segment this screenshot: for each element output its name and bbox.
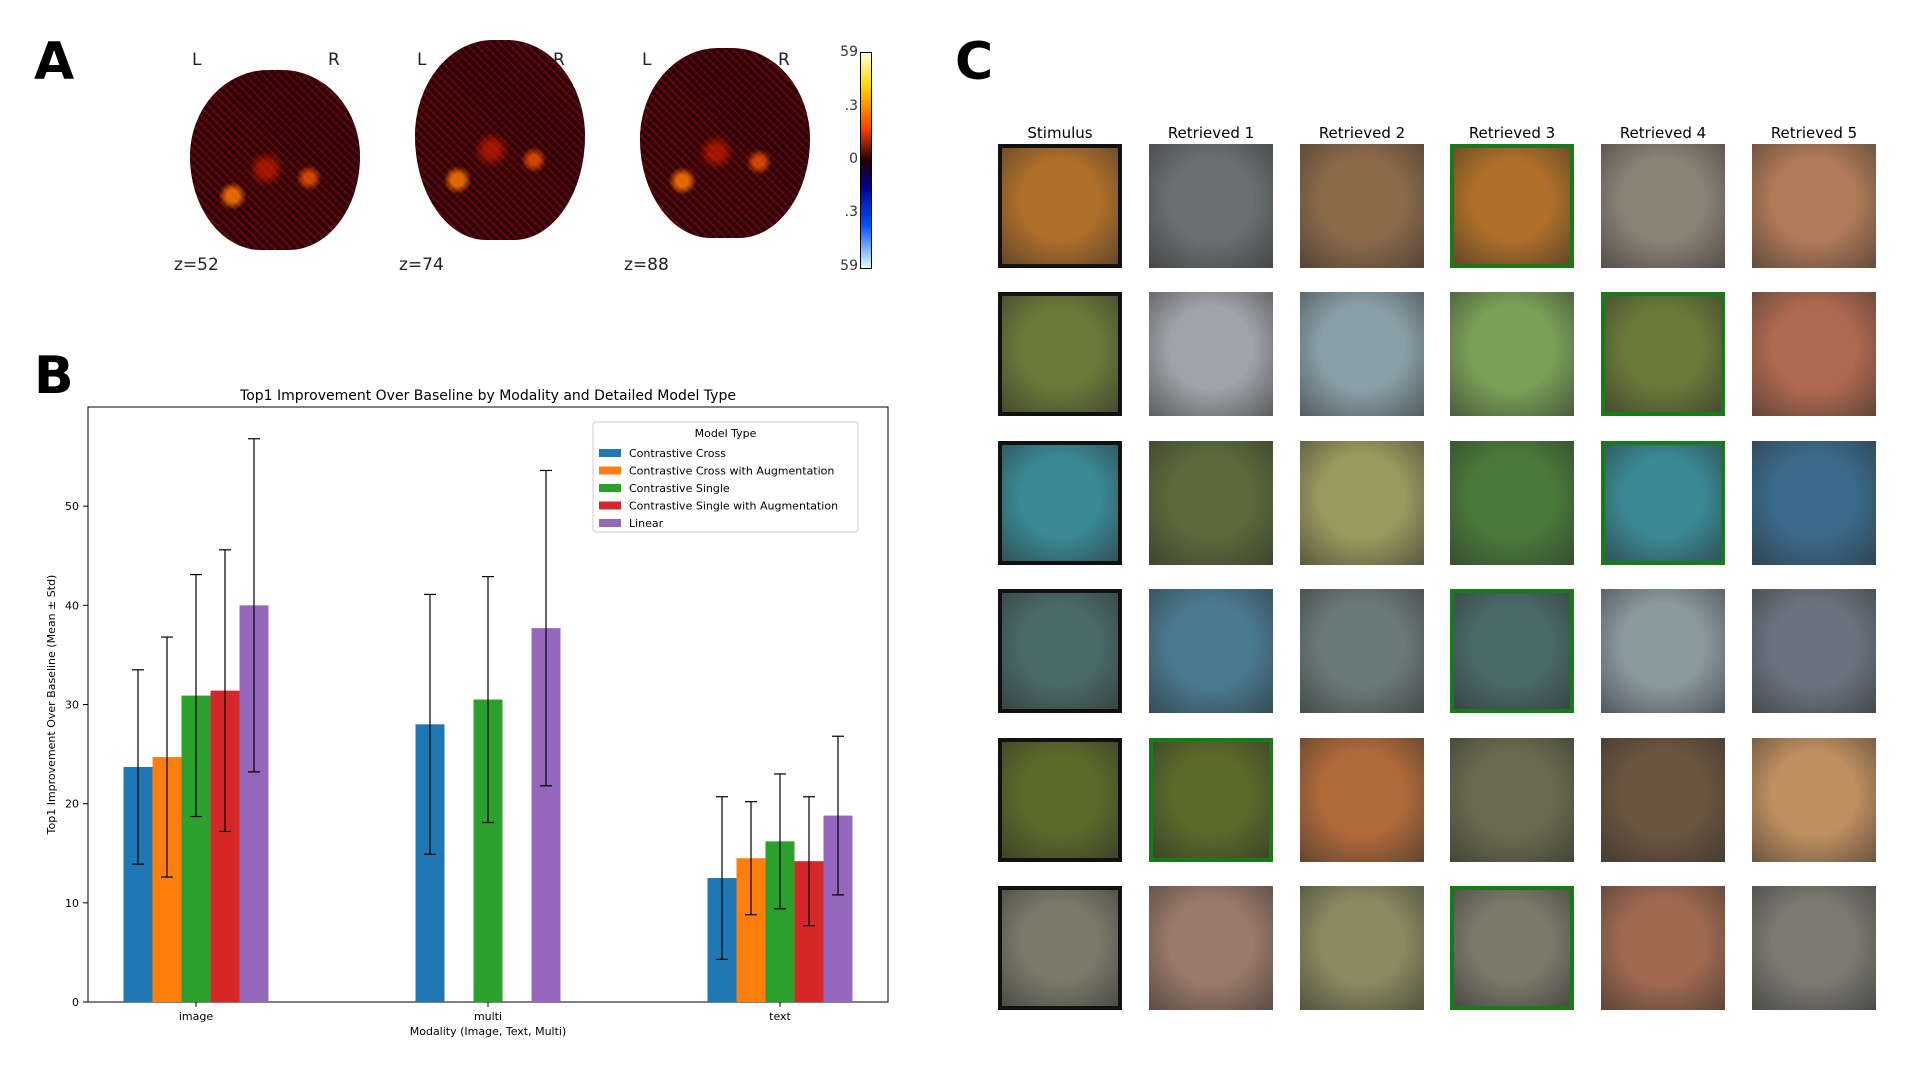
- x-tick-label: image: [179, 1010, 213, 1023]
- retrieved-image: [1149, 144, 1273, 268]
- retrieved-image: [1601, 589, 1725, 713]
- legend-swatch: [599, 466, 621, 475]
- retrieved-image: [1450, 441, 1574, 565]
- retrieved-image: [1601, 144, 1725, 268]
- matched-retrieved-image: [1601, 292, 1725, 416]
- retrieved-image: [1300, 292, 1424, 416]
- x-tick-label: multi: [474, 1010, 502, 1023]
- stimulus-image: [998, 144, 1122, 268]
- retrieved-image: [1149, 441, 1273, 565]
- brain-slice-1: L R z=52: [170, 40, 370, 280]
- retrieved-image: [1300, 441, 1424, 565]
- brain-slice-3: L R z=88: [620, 40, 820, 280]
- y-tick-label: 0: [72, 996, 79, 1009]
- retrieved-image: [1752, 292, 1876, 416]
- colorbar: [860, 52, 872, 269]
- legend-swatch: [599, 484, 621, 492]
- stimulus-image: [998, 441, 1122, 565]
- retrieved-image: [1300, 886, 1424, 1010]
- retrieved-image: [1601, 738, 1725, 862]
- panel-letter-b: B: [34, 346, 74, 406]
- colorbar-tick: 59: [840, 44, 858, 60]
- x-axis-label: Modality (Image, Text, Multi): [410, 1025, 567, 1038]
- y-tick-label: 50: [65, 500, 79, 513]
- legend-box: [592, 421, 859, 533]
- retrieved-image: [1601, 886, 1725, 1010]
- matched-retrieved-image: [1149, 738, 1273, 862]
- brain-slice-2: L R z=74: [395, 40, 595, 280]
- stimulus-image: [998, 886, 1122, 1010]
- brain-z-label: z=74: [399, 255, 444, 275]
- legend-label: Contrastive Cross: [629, 447, 726, 460]
- matched-retrieved-image: [1450, 144, 1574, 268]
- retrieved-image: [1752, 144, 1876, 268]
- colorbar-tick: 0: [849, 151, 858, 167]
- retrieved-image: [1752, 738, 1876, 862]
- retrieved-image: [1300, 144, 1424, 268]
- retrieved-image: [1149, 886, 1273, 1010]
- y-tick-label: 40: [65, 599, 79, 612]
- stimulus-image: [998, 589, 1122, 713]
- matched-retrieved-image: [1601, 441, 1725, 565]
- legend-label: Linear: [629, 517, 664, 530]
- column-header: Retrieved 3: [1468, 124, 1556, 142]
- stimulus-image: [998, 292, 1122, 416]
- legend-swatch: [599, 449, 621, 457]
- brain-left-label: L: [192, 50, 202, 70]
- retrieved-image: [1149, 292, 1273, 416]
- retrieved-image: [1149, 589, 1273, 713]
- legend-label: Contrastive Single: [629, 482, 730, 495]
- matched-retrieved-image: [1450, 886, 1574, 1010]
- retrieved-image: [1300, 738, 1424, 862]
- brain-z-label: z=88: [624, 255, 669, 275]
- retrieved-image: [1752, 441, 1876, 565]
- legend-title: Model Type: [695, 427, 757, 440]
- retrieved-image: [1300, 589, 1424, 713]
- colorbar-tick: 59: [840, 258, 858, 274]
- column-header: Retrieved 2: [1318, 124, 1406, 142]
- retrieved-image: [1450, 292, 1574, 416]
- matched-retrieved-image: [1450, 589, 1574, 713]
- y-tick-label: 10: [65, 897, 79, 910]
- column-header: Retrieved 5: [1770, 124, 1858, 142]
- stimulus-image: [998, 738, 1122, 862]
- legend-swatch: [599, 501, 621, 510]
- brain-z-label: z=52: [174, 255, 219, 275]
- brain-right-label: R: [328, 50, 340, 70]
- brain-heatmap: [415, 40, 585, 240]
- brain-heatmap: [640, 48, 810, 238]
- column-header: Retrieved 4: [1619, 124, 1707, 142]
- legend-label: Contrastive Cross with Augmentation: [629, 465, 834, 478]
- retrieved-image: [1450, 738, 1574, 862]
- y-tick-label: 20: [65, 798, 79, 811]
- panel-letter-a: A: [34, 32, 75, 92]
- brain-heatmap: [190, 70, 360, 250]
- column-header: Retrieved 1: [1167, 124, 1255, 142]
- column-header: Stimulus: [1027, 124, 1093, 142]
- y-tick-label: 30: [65, 699, 79, 712]
- y-axis-label: Top1 Improvement Over Baseline (Mean ± S…: [45, 575, 58, 836]
- colorbar-tick: .3: [844, 204, 858, 220]
- legend-label: Contrastive Single with Augmentation: [629, 500, 838, 513]
- x-tick-label: text: [769, 1010, 791, 1023]
- retrieved-image: [1752, 886, 1876, 1010]
- legend-swatch: [599, 519, 621, 527]
- chart-title: Top1 Improvement Over Baseline by Modali…: [239, 388, 736, 404]
- panel-letter-c: C: [955, 32, 994, 92]
- colorbar-tick: .3: [844, 98, 858, 114]
- bar-chart: Top1 Improvement Over Baseline by Modali…: [45, 388, 889, 1038]
- retrieved-image: [1752, 589, 1876, 713]
